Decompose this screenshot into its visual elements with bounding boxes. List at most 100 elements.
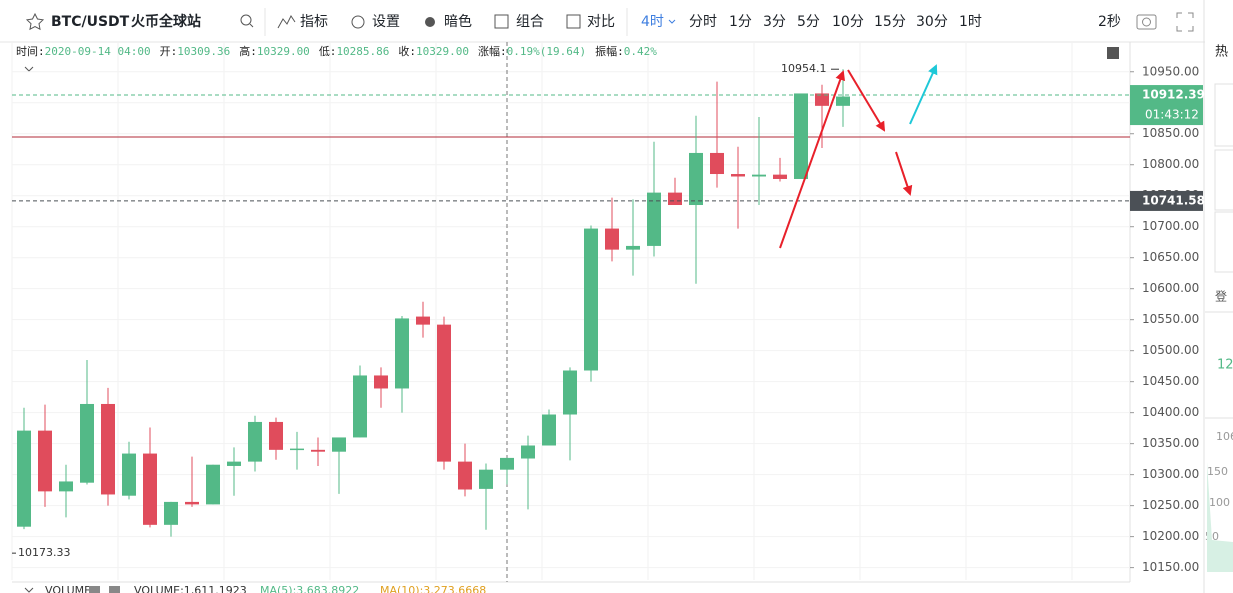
y-tick-label: 10450.00 xyxy=(1142,374,1199,388)
y-tick-label: 10650.00 xyxy=(1142,250,1199,264)
info-value: 0.19%(19.64) xyxy=(506,45,587,58)
volume-title: VOLUME xyxy=(45,584,91,593)
y-tick-label: 10150.00 xyxy=(1142,560,1199,574)
interval[interactable]: 1时 xyxy=(959,14,982,30)
side-card[interactable] xyxy=(1214,149,1233,211)
drawn-arrow[interactable] xyxy=(909,64,938,125)
interval[interactable]: 10分 xyxy=(832,14,864,30)
fullscreen-icon[interactable] xyxy=(1176,12,1194,32)
side-login[interactable]: 登 xyxy=(1215,289,1227,304)
candle-body xyxy=(584,228,598,371)
info-bar: 时间:2020-09-14 04:00 开:10309.36 高:10329.00 低… xyxy=(16,43,657,59)
drawn-arrow[interactable] xyxy=(895,151,913,196)
search-icon[interactable] xyxy=(240,14,252,26)
symbol[interactable]: BTC/USDT xyxy=(51,14,130,30)
price-label: 10741.58 xyxy=(1142,193,1205,207)
y-tick-label: 10200.00 xyxy=(1142,529,1199,543)
info-item: 时间:2020-09-14 04:00 xyxy=(16,43,151,59)
theme-icon[interactable] xyxy=(425,17,435,27)
tool-label[interactable]: 指标 xyxy=(300,14,328,30)
side-card[interactable] xyxy=(1214,83,1233,147)
interval[interactable]: 3分 xyxy=(763,14,786,30)
candle-body xyxy=(752,174,766,177)
tool-label[interactable]: 暗色 xyxy=(444,13,472,30)
y-tick-label: 10800.00 xyxy=(1142,157,1199,171)
layout-icon[interactable] xyxy=(494,14,509,29)
candle-body xyxy=(689,152,703,206)
candle-body xyxy=(248,421,262,462)
side-card[interactable] xyxy=(1214,211,1233,273)
exchange[interactable]: 火币全球站 xyxy=(131,13,201,30)
info-label: 低: xyxy=(318,45,337,58)
compare-icon[interactable] xyxy=(566,14,581,29)
tool-label[interactable]: 组合 xyxy=(516,14,544,30)
camera-icon xyxy=(1142,17,1151,27)
candle-body xyxy=(479,469,493,489)
info-value: 0.42% xyxy=(623,45,657,58)
refresh[interactable]: 2秒 xyxy=(1098,14,1121,30)
low-marker: 10173.33 xyxy=(18,546,71,559)
search-icon xyxy=(249,23,254,28)
info-label: 收: xyxy=(398,45,417,58)
candle-body xyxy=(626,245,640,250)
candle-body xyxy=(794,93,808,179)
interval[interactable]: 15分 xyxy=(874,14,906,30)
drawn-arrow[interactable] xyxy=(779,70,846,249)
interval[interactable]: 5分 xyxy=(797,14,820,30)
y-tick-label: 10550.00 xyxy=(1142,312,1199,326)
info-item: 高:10329.00 xyxy=(239,43,310,59)
side-scale: 106 xyxy=(1216,430,1233,443)
candle-body xyxy=(227,461,241,466)
candle-body xyxy=(395,318,409,389)
candle-body xyxy=(647,192,661,246)
candle-body xyxy=(290,448,304,451)
y-tick-label: 10600.00 xyxy=(1142,281,1199,295)
candle-body xyxy=(38,430,52,492)
tool-label[interactable]: 设置 xyxy=(372,14,400,30)
info-value: 10285.86 xyxy=(336,45,390,58)
dropdown-icon[interactable] xyxy=(668,19,676,24)
active-interval[interactable]: 4时 xyxy=(641,14,664,30)
candle-body xyxy=(710,152,724,175)
indicator-icon[interactable] xyxy=(277,15,296,29)
info-label: 时间: xyxy=(16,45,45,58)
settings-icon[interactable] xyxy=(89,586,100,593)
candle-body xyxy=(815,93,829,106)
y-tick-label: 10350.00 xyxy=(1142,436,1199,450)
candle-body xyxy=(605,228,619,250)
collapse-icon[interactable] xyxy=(24,66,34,72)
interval[interactable]: 分时 xyxy=(689,14,717,30)
side-hot: 热 xyxy=(1215,45,1228,60)
info-item: 涨幅:0.19%(19.64) xyxy=(478,43,586,59)
side-scale: 150 xyxy=(1207,465,1228,478)
expand-icon[interactable] xyxy=(1107,47,1119,59)
y-tick-label: 10700.00 xyxy=(1142,219,1199,233)
ma10: MA(10):3,273.6668 xyxy=(380,584,486,593)
drawn-arrow[interactable] xyxy=(847,69,886,132)
candle-body xyxy=(311,449,325,452)
info-item: 收:10329.00 xyxy=(398,43,469,59)
info-value: 10309.36 xyxy=(177,45,231,58)
candle-body xyxy=(731,174,745,177)
star-icon[interactable] xyxy=(25,12,45,31)
interval[interactable]: 1分 xyxy=(729,14,752,30)
interval[interactable]: 30分 xyxy=(916,14,948,30)
tool-label[interactable]: 对比 xyxy=(587,14,615,30)
y-tick-label: 10400.00 xyxy=(1142,405,1199,419)
price-label: 10912.39 xyxy=(1142,88,1205,102)
settings-icon[interactable] xyxy=(351,15,365,29)
candle-body xyxy=(458,461,472,490)
ma5: MA(5):3,683.8922 xyxy=(260,584,359,593)
collapse-icon[interactable] xyxy=(24,587,34,593)
candle-body xyxy=(773,174,787,179)
info-label: 开: xyxy=(159,45,178,58)
candle-body xyxy=(59,481,73,492)
candle-body xyxy=(143,453,157,525)
candle-body xyxy=(17,430,31,527)
y-tick-label: 10850.00 xyxy=(1142,126,1199,140)
candle-body xyxy=(374,375,388,389)
close-icon[interactable] xyxy=(109,586,120,593)
camera-icon[interactable] xyxy=(1136,14,1157,30)
